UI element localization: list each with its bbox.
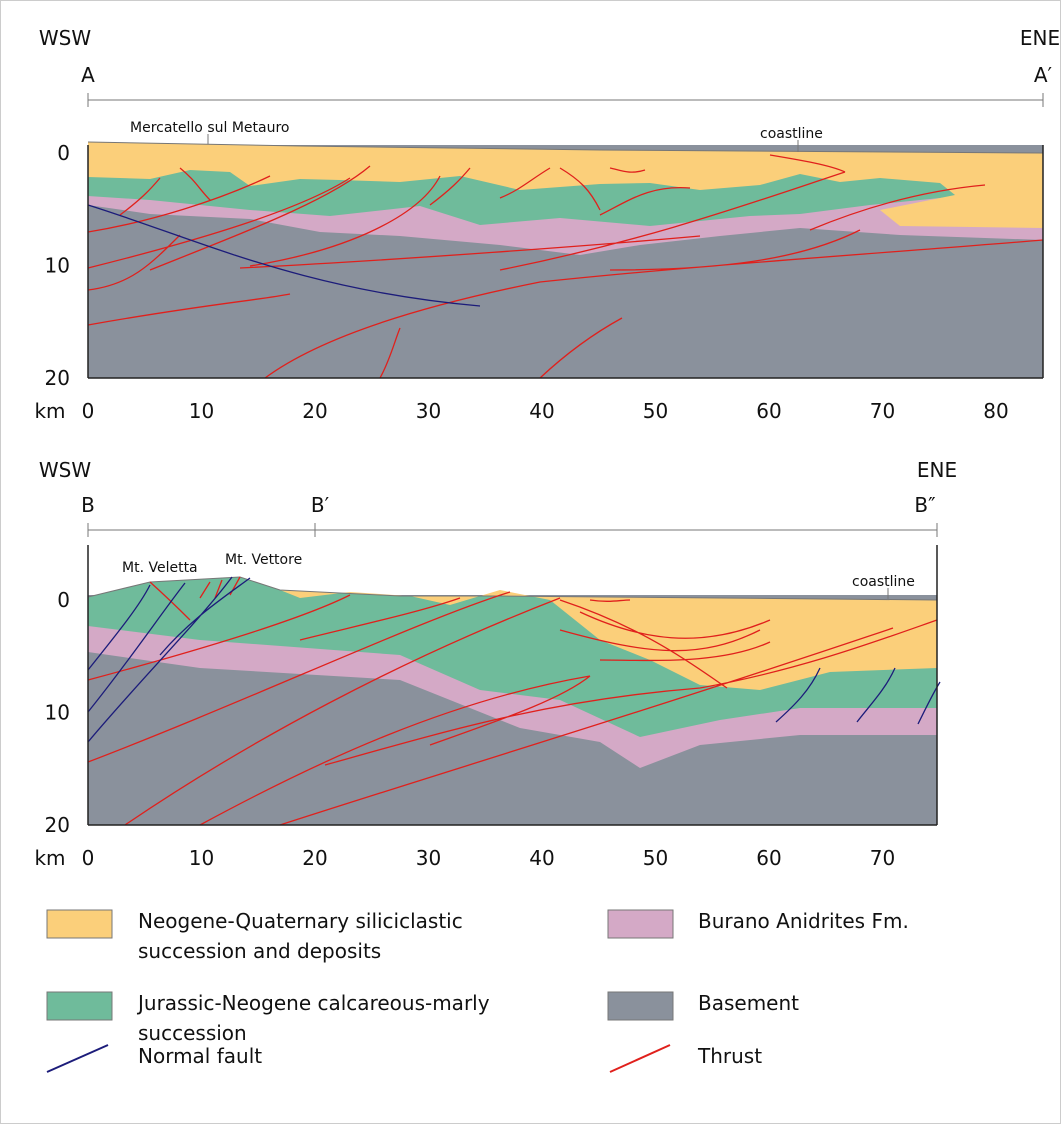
- place-label: coastline: [760, 126, 823, 142]
- legend-label: succession and deposits: [138, 939, 381, 963]
- legend-label: Normal fault: [138, 1044, 262, 1068]
- place-label: Mt. Vettore: [225, 552, 302, 568]
- depth-tick-label: 20: [45, 366, 70, 390]
- distance-tick-label: 70: [870, 846, 895, 870]
- distance-tick-label: 20: [302, 846, 327, 870]
- distance-tick-label: 10: [189, 399, 214, 423]
- legend-label: Neogene-Quaternary siliciclastic: [138, 909, 463, 933]
- legend-label: Jurassic-Neogene calcareous-marly: [136, 991, 490, 1015]
- distance-tick-label: 0: [82, 399, 95, 423]
- swatch: [608, 910, 673, 938]
- unit-label: km: [34, 399, 65, 423]
- point-label: A: [81, 63, 95, 87]
- depth-tick-label: 10: [45, 701, 70, 725]
- place-label: coastline: [852, 574, 915, 590]
- swatch: [608, 992, 673, 1020]
- place-label: Mt. Veletta: [122, 560, 198, 576]
- direction-label: ENE: [917, 458, 957, 482]
- depth-tick-label: 0: [57, 141, 70, 165]
- legend-label: Basement: [698, 991, 799, 1015]
- distance-tick-label: 40: [529, 399, 554, 423]
- page: WSW ENE A A′ Mercatello sul Metauro coastline…: [0, 0, 1061, 1124]
- distance-tick-label: 0: [82, 846, 95, 870]
- depth-tick-label: 0: [57, 588, 70, 612]
- distance-tick-label: 10: [189, 846, 214, 870]
- distance-tick-label: 40: [529, 846, 554, 870]
- distance-tick-label: 50: [643, 399, 668, 423]
- distance-tick-label: 50: [643, 846, 668, 870]
- point-label: B′: [311, 493, 330, 517]
- depth-tick-label: 10: [45, 254, 70, 278]
- distance-tick-label: 20: [302, 399, 327, 423]
- point-label: B: [81, 493, 95, 517]
- point-label: B″: [914, 493, 935, 517]
- unit-label: km: [34, 846, 65, 870]
- legend-label: Burano Anidrites Fm.: [698, 909, 909, 933]
- distance-tick-label: 30: [416, 846, 441, 870]
- direction-label: WSW: [39, 26, 91, 50]
- distance-tick-label: 60: [756, 399, 781, 423]
- depth-tick-label: 20: [45, 813, 70, 837]
- direction-label: WSW: [39, 458, 91, 482]
- direction-label: ENE: [1020, 26, 1060, 50]
- distance-tick-label: 60: [756, 846, 781, 870]
- point-label: A′: [1034, 63, 1053, 87]
- distance-tick-label: 80: [983, 399, 1008, 423]
- distance-tick-label: 70: [870, 399, 895, 423]
- legend-label: succession: [138, 1021, 247, 1045]
- swatch: [47, 992, 112, 1020]
- legend-label: Thrust: [697, 1044, 762, 1068]
- swatch: [47, 910, 112, 938]
- place-label: Mercatello sul Metauro: [130, 120, 289, 136]
- distance-tick-label: 30: [416, 399, 441, 423]
